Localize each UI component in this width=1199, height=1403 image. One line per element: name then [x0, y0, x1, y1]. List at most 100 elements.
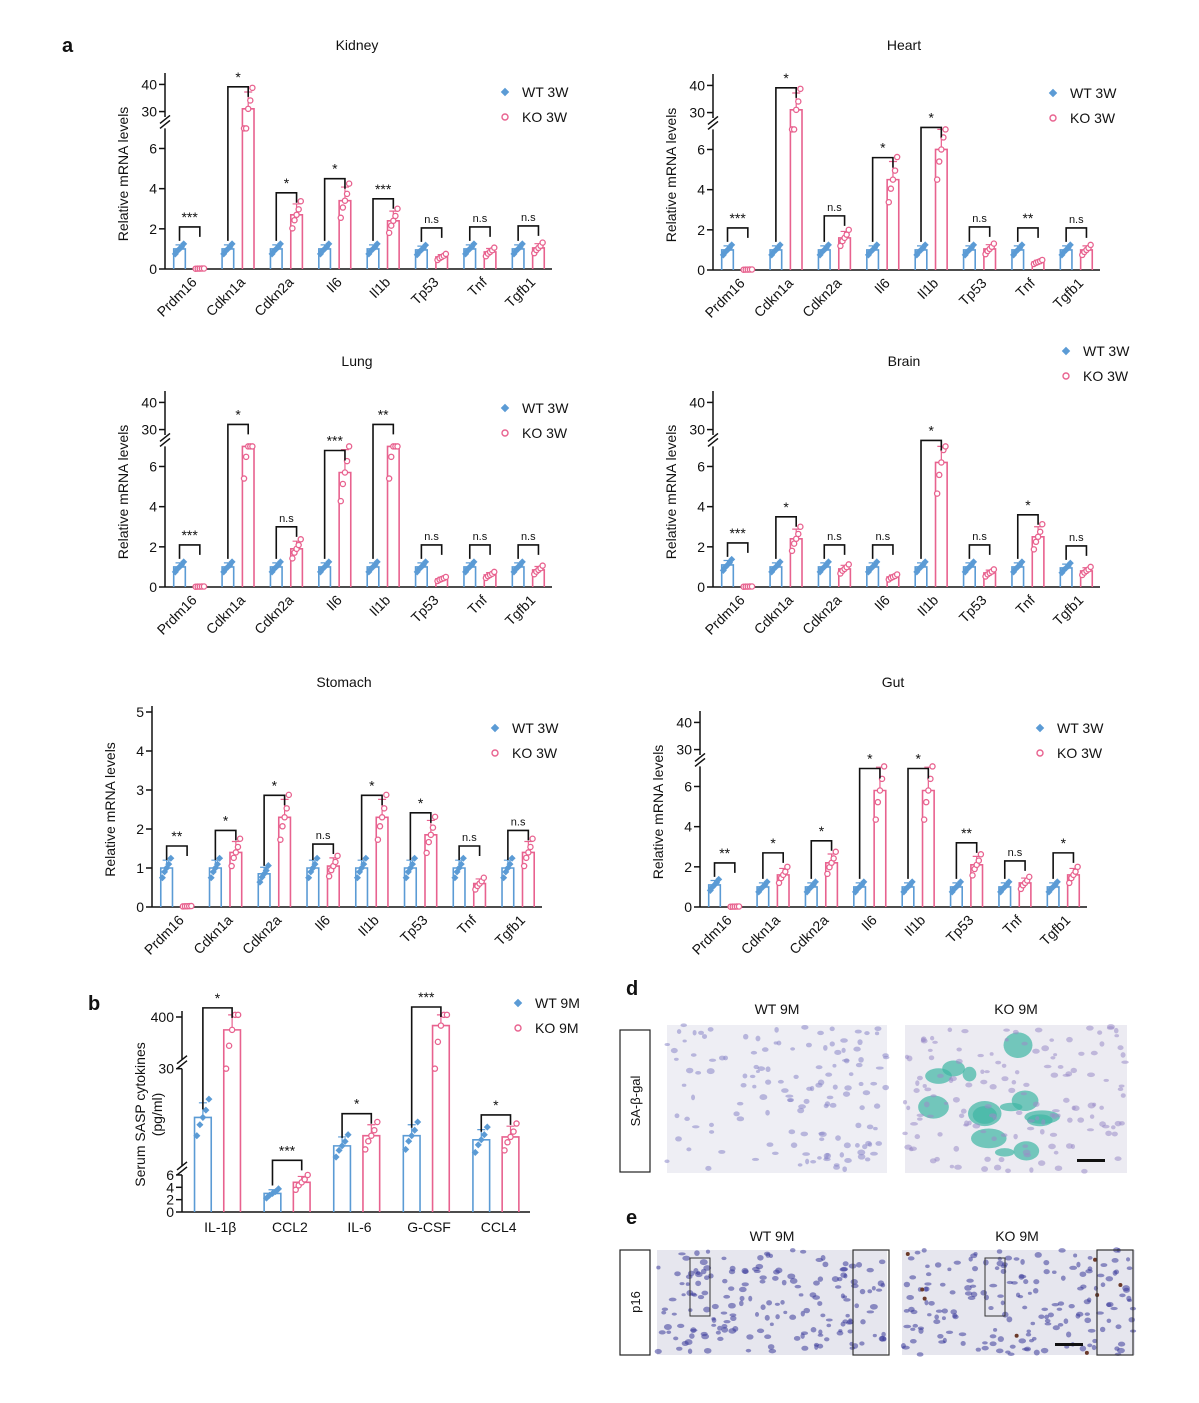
- data-point-ko: [374, 1118, 381, 1126]
- data-point-ko: [394, 205, 401, 212]
- data-point-ko: [242, 125, 250, 132]
- y-axis-label: Relative mRNA levels: [663, 108, 679, 243]
- legend-marker-ko: [1062, 372, 1070, 380]
- x-tick-label: Il1b: [366, 274, 393, 301]
- nucleus: [829, 1102, 837, 1108]
- legend-label: WT 3W: [1083, 343, 1130, 359]
- y-tick-label: 30: [141, 104, 157, 120]
- data-point-wt: [518, 240, 526, 248]
- y-tick-label: 40: [141, 76, 157, 92]
- significance-label: **: [378, 406, 389, 422]
- nucleus: [947, 1027, 953, 1033]
- nucleus: [937, 1073, 944, 1079]
- y-tick-label: 2: [684, 859, 692, 875]
- nucleus: [1001, 1063, 1007, 1068]
- bracket-line: [726, 227, 749, 242]
- nucleus: [810, 1327, 817, 1333]
- nucleus: [858, 1081, 864, 1087]
- nucleus: [1022, 1144, 1029, 1148]
- significance-bracket: *: [227, 69, 250, 241]
- bar-group-wt: [220, 240, 236, 269]
- nucleus: [859, 1105, 865, 1111]
- nucleus: [680, 1023, 687, 1028]
- nucleus: [1084, 1317, 1092, 1324]
- x-tick-label: Tgfb1: [1050, 592, 1087, 629]
- significance-label: n.s: [511, 816, 526, 828]
- nucleus: [817, 1156, 822, 1160]
- nucleus: [682, 1039, 687, 1043]
- data-point-wt: [373, 240, 381, 248]
- nucleus: [1128, 1317, 1135, 1323]
- col-title-ko: KO 9M: [994, 1001, 1038, 1017]
- significance-label: *: [1061, 835, 1067, 851]
- x-tick-label: Il6: [311, 912, 333, 934]
- nucleus: [679, 1282, 685, 1286]
- significance-bracket: *: [907, 751, 930, 879]
- bar-group-ko: [434, 250, 450, 269]
- nucleus: [1117, 1045, 1124, 1051]
- data-point-wt: [405, 1137, 413, 1145]
- data-point-ko: [341, 469, 349, 476]
- nucleus: [901, 1345, 910, 1350]
- nucleus: [823, 1103, 829, 1109]
- data-point-wt: [1018, 558, 1026, 566]
- nucleus: [1030, 1321, 1036, 1326]
- nucleus: [1066, 1331, 1072, 1338]
- legend: WT 3W KO 3W: [1048, 85, 1117, 126]
- p16-positive-nucleus: [1093, 1257, 1098, 1262]
- nucleus: [903, 1324, 912, 1329]
- data-point-ko: [1039, 520, 1046, 528]
- y-axis-label: Serum SASP cytokines: [132, 1042, 148, 1186]
- data-point-wt: [213, 860, 222, 868]
- bracket-line: [775, 515, 798, 559]
- data-point-ko: [337, 497, 345, 505]
- bar-group-wt: [462, 558, 478, 587]
- bracket-line: [458, 845, 481, 860]
- nucleus: [832, 1084, 838, 1090]
- bar-group-wt: [316, 558, 333, 587]
- x-tick-label: Il6: [323, 592, 345, 614]
- data-point-wt: [459, 854, 467, 862]
- nucleus: [1090, 1050, 1098, 1056]
- nucleus: [960, 1108, 967, 1114]
- nucleus: [1018, 1338, 1027, 1344]
- bar-group-wt: [803, 878, 819, 907]
- significance-bracket: *: [214, 812, 237, 860]
- y-tick-label: 4: [149, 181, 157, 197]
- nucleus: [932, 1040, 938, 1044]
- legend-label: WT 3W: [1057, 720, 1104, 736]
- bar-group-ko: [482, 244, 498, 269]
- nucleus: [980, 1069, 985, 1075]
- bar: [886, 178, 900, 270]
- x-tick-label: Cdkn1a: [190, 912, 236, 958]
- data-point-ko: [790, 126, 798, 133]
- bar: [306, 867, 320, 907]
- nucleus: [1105, 1276, 1114, 1282]
- p16-positive-nucleus: [922, 1296, 927, 1301]
- data-point-ko: [442, 573, 450, 581]
- nucleus: [711, 1303, 719, 1310]
- nucleus: [1106, 1318, 1112, 1324]
- x-tick-label: CCL4: [481, 1219, 517, 1235]
- nucleus: [1091, 1345, 1097, 1351]
- nucleus: [871, 1286, 876, 1291]
- y-tick-label: 6: [697, 458, 705, 474]
- nucleus: [910, 1327, 916, 1331]
- nucleus: [701, 1290, 709, 1296]
- nucleus: [860, 1319, 866, 1325]
- data-point-wt: [205, 1095, 213, 1103]
- bar-group-ko: [1030, 256, 1046, 270]
- nucleus: [728, 1302, 736, 1309]
- x-tick-label: Tp53: [943, 912, 977, 946]
- nucleus: [748, 1295, 753, 1302]
- nucleus: [1058, 1248, 1066, 1253]
- panel-d: WT 9M KO 9M SA-β-gal: [619, 1001, 1129, 1174]
- nucleus: [1047, 1312, 1054, 1318]
- significance-bracket: *: [227, 406, 250, 559]
- nucleus: [1022, 1149, 1031, 1156]
- data-point-ko: [784, 863, 791, 871]
- legend-label: KO 3W: [522, 109, 568, 125]
- bracket-line: [1003, 860, 1026, 879]
- data-point-ko: [230, 854, 237, 862]
